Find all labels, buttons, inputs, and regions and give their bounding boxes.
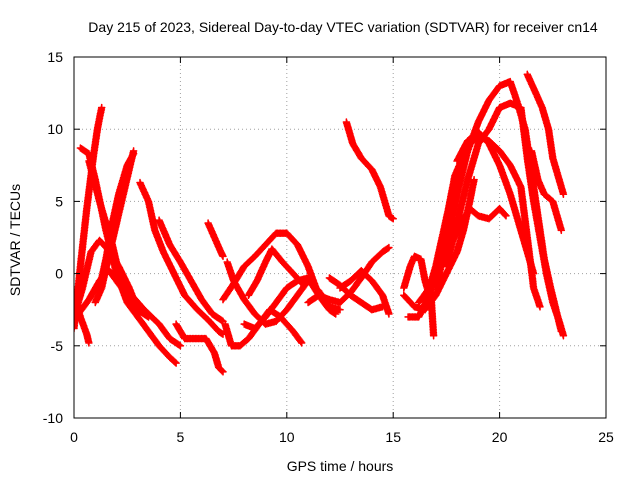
y-tick-label: -5 [51,338,64,354]
data-series-16 [240,274,323,333]
data-series-4 [85,157,185,350]
x-tick-label: 15 [385,429,401,445]
data-series-9 [136,178,227,338]
data-series-21 [342,118,397,223]
data-series-30 [523,70,568,198]
data-series-17 [244,245,308,300]
x-tick-label: 20 [492,429,508,445]
x-tick-label: 25 [598,429,614,445]
data-series-10 [155,216,227,326]
data-series-29 [453,128,538,278]
y-tick-label: 10 [47,121,63,137]
data-series-12 [204,219,227,261]
data-series-11 [172,320,227,376]
data-series-20 [336,266,393,318]
data-series-31 [527,147,566,235]
y-tick-label: 15 [47,49,63,65]
data-series-8 [95,149,138,292]
y-tick-label: -10 [43,410,63,426]
data-series-14 [219,229,340,318]
y-axis-label: SDTVAR / TECUs [7,184,23,296]
data-series-13 [221,305,306,350]
y-tick-label: 0 [55,266,63,282]
chart-title: Day 215 of 2023, Sidereal Day-to-day VTE… [88,19,598,35]
data-series-27 [442,99,568,340]
x-tick-label: 10 [279,429,295,445]
y-tick-label: 5 [55,193,63,209]
plot-frame [73,56,607,419]
x-tick-label: 0 [70,429,78,445]
x-axis-label: GPS time / hours [287,458,394,474]
x-tick-label: 5 [177,429,185,445]
